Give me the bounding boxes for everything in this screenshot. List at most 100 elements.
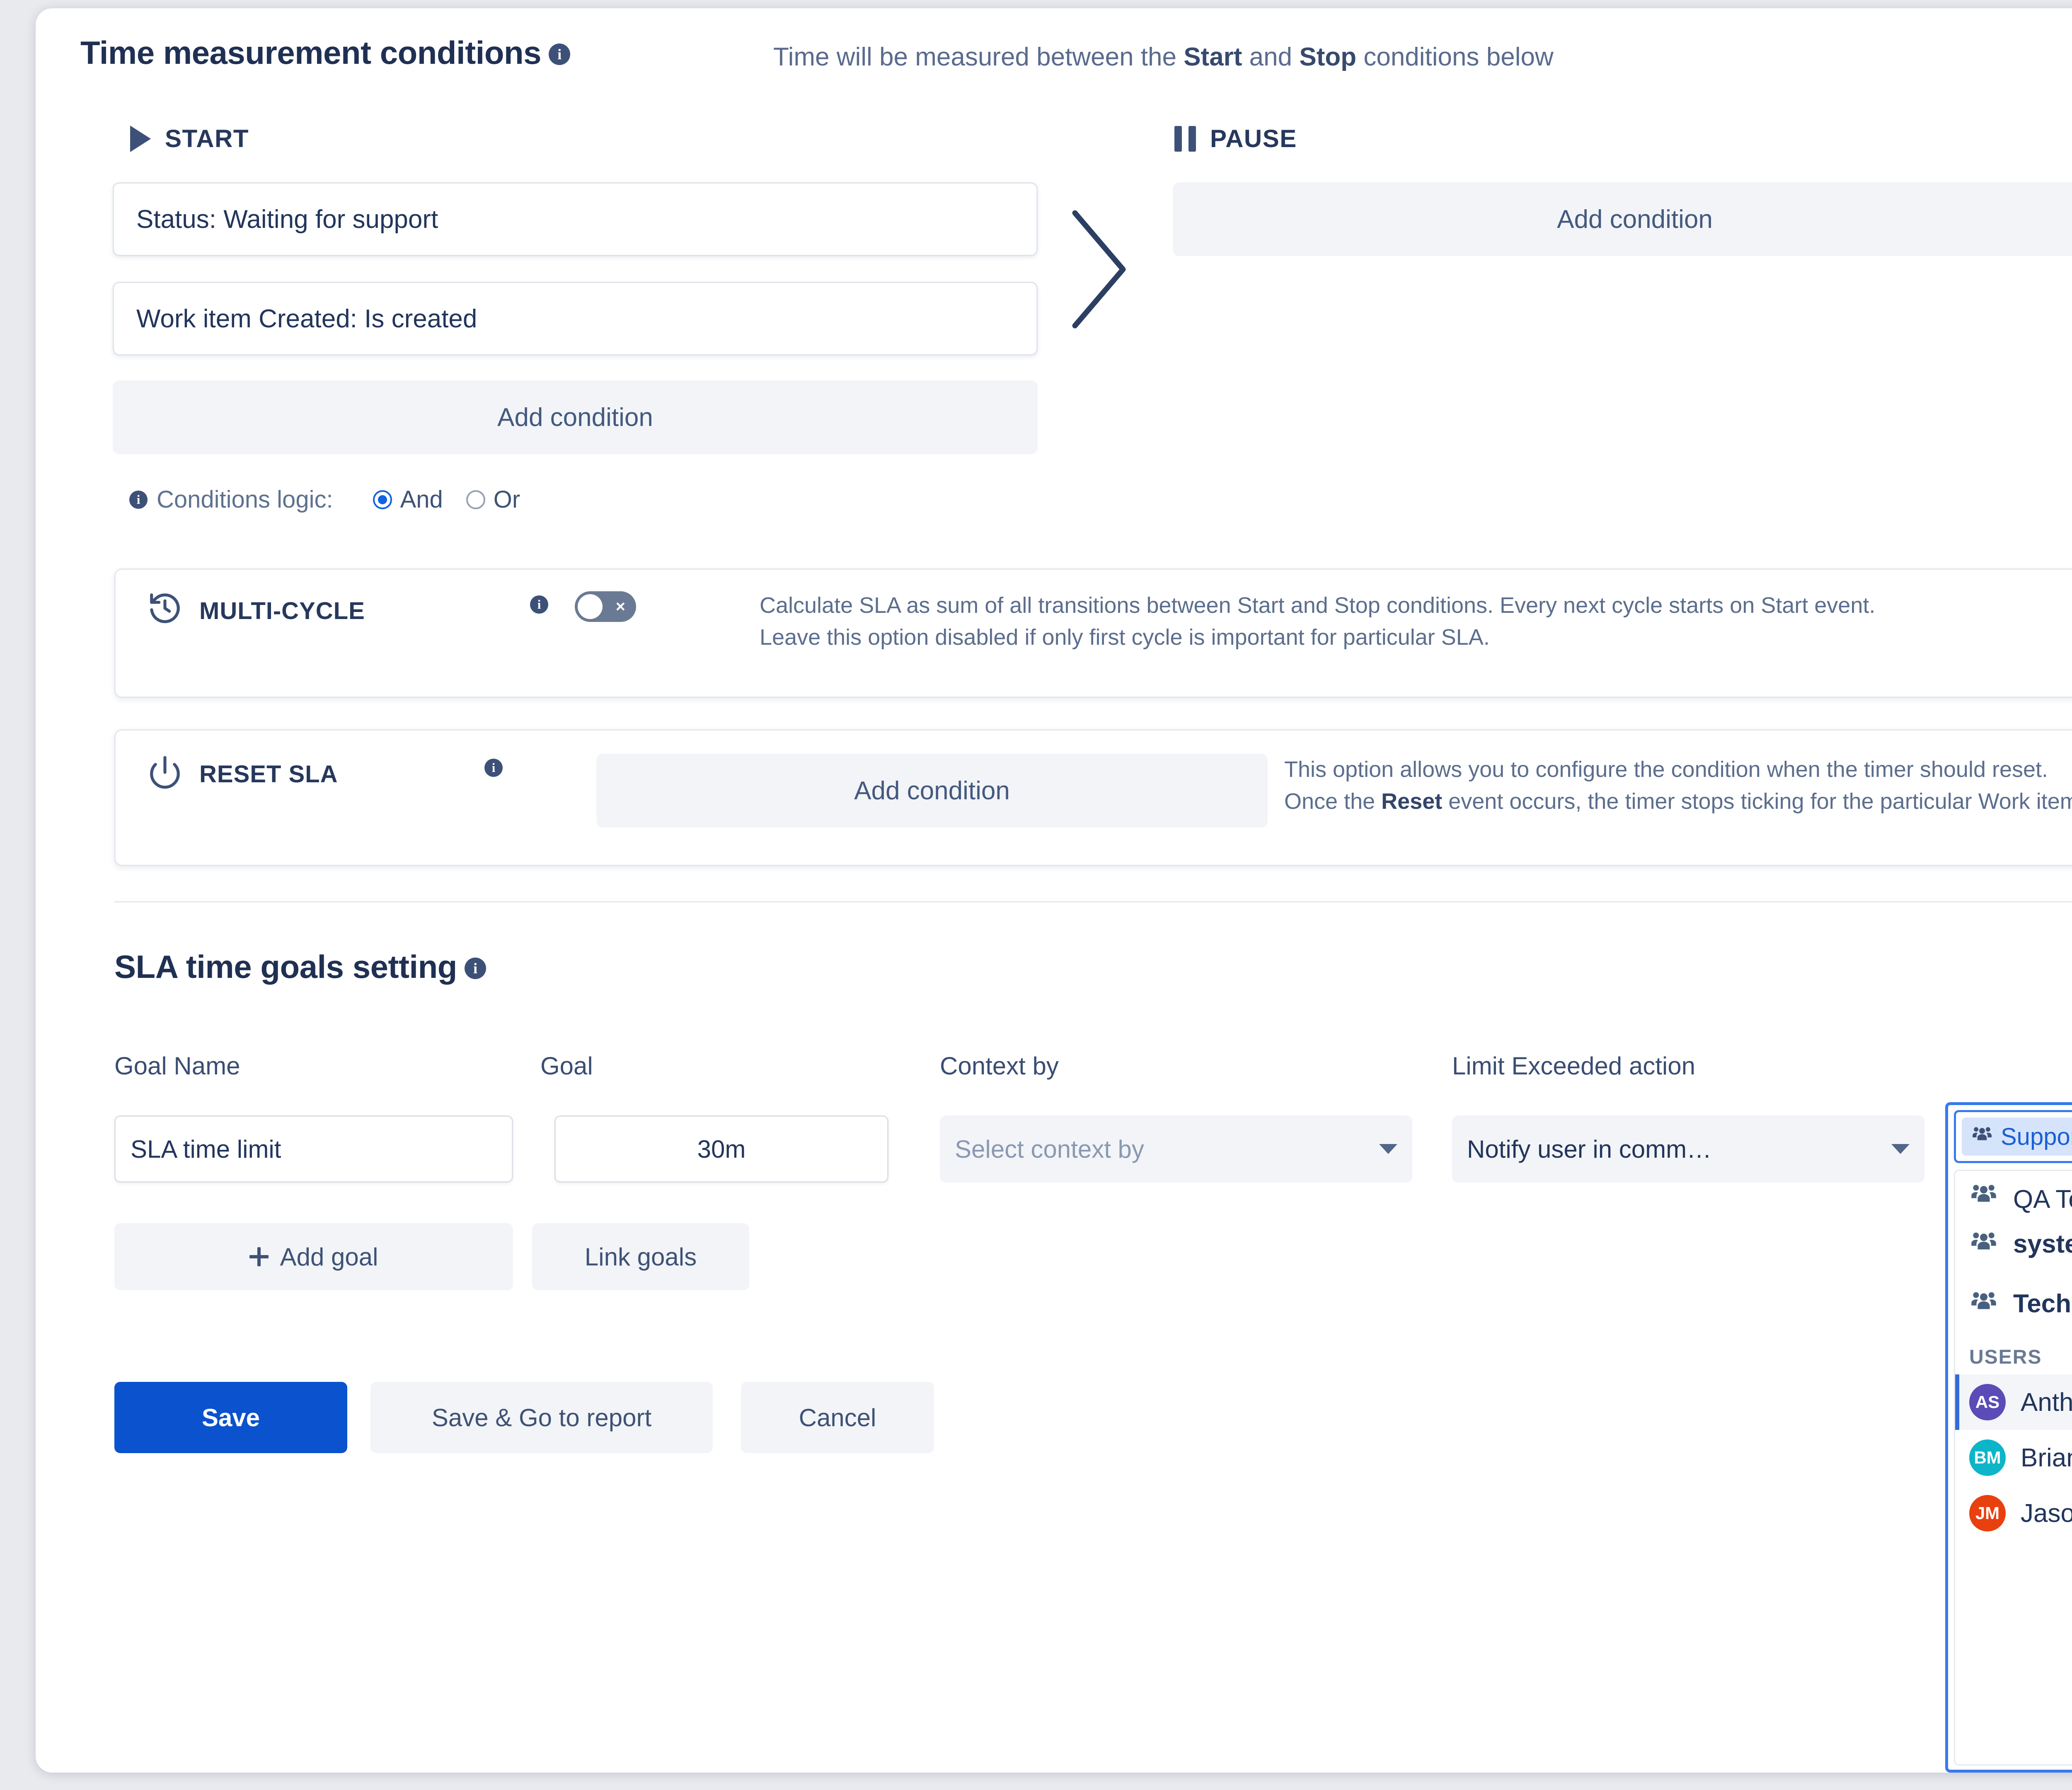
toggle-knob	[578, 594, 603, 619]
reset-sla-description: This option allows you to configure the …	[1284, 754, 2072, 817]
subtitle-start: Start	[1184, 43, 1242, 71]
page-title: Time measurement conditions i	[80, 34, 571, 72]
history-icon	[147, 590, 183, 628]
context-by-select[interactable]: Select context by	[940, 1115, 1412, 1183]
option-user-anthony-scott[interactable]: AS Anthony Scott	[1955, 1374, 2072, 1430]
reset-sla-add-condition-button[interactable]: Add condition	[596, 754, 1268, 827]
radio-or-input[interactable]	[466, 490, 485, 509]
limit-exceeded-action-value: Notify user in comm…	[1467, 1135, 1712, 1163]
sla-settings-card: Time measurement conditions i Time will b…	[36, 8, 2072, 1773]
option-team-system-administrators[interactable]: system-administ…	[1955, 1214, 2072, 1274]
chevron-right-icon-1	[1067, 207, 1133, 331]
radio-and-input[interactable]	[373, 490, 392, 509]
reset-sla-desc-line1: This option allows you to configure the …	[1284, 757, 2048, 782]
multi-cycle-desc-line2: Leave this option disabled if only first…	[760, 624, 1490, 650]
info-icon[interactable]: i	[464, 958, 486, 979]
multi-cycle-toggle[interactable]: ×	[575, 591, 636, 622]
selected-chip-support-team[interactable]: Support team ×	[1962, 1118, 2072, 1156]
subtitle-mid: and	[1242, 43, 1300, 71]
radio-and[interactable]: And	[373, 486, 466, 513]
radio-and-label: And	[400, 486, 443, 513]
avatar: BM	[1969, 1439, 2006, 1476]
options-group-users: USERS	[1969, 1346, 2042, 1368]
link-goals-label: Link goals	[584, 1243, 697, 1271]
goals-section-title: SLA time goals setting i	[114, 948, 486, 986]
page-title-text: Time measurement conditions	[80, 34, 542, 71]
save-button[interactable]: Save	[114, 1382, 347, 1453]
custom-field-multiselect[interactable]: Support team × × QA Team	[1945, 1102, 2072, 1773]
multi-cycle-label: MULTI-CYCLE	[199, 597, 365, 624]
option-user-anthony-scott-label: Anthony Scott	[2021, 1388, 2072, 1417]
subtitle-post: conditions below	[1356, 43, 1554, 71]
context-by-placeholder: Select context by	[955, 1135, 1144, 1163]
multi-cycle-description: Calculate SLA as sum of all transitions …	[760, 590, 2072, 653]
pause-add-condition-button[interactable]: Add condition	[1173, 182, 2072, 256]
save-go-report-label: Save & Go to report	[431, 1403, 652, 1432]
phase-start-header: START	[130, 124, 249, 153]
reset-sla-add-condition-label: Add condition	[854, 776, 1010, 805]
chevron-down-icon	[1379, 1144, 1397, 1154]
team-icon	[1971, 1122, 1993, 1151]
start-condition-1[interactable]: Status: Waiting for support	[113, 182, 1038, 256]
start-add-condition-label: Add condition	[497, 403, 653, 432]
goal-name-value: SLA time limit	[131, 1135, 281, 1163]
cancel-label: Cancel	[799, 1403, 876, 1432]
option-team-system-administrators-label: system-administ…	[2013, 1229, 2072, 1258]
info-icon[interactable]: i	[129, 490, 148, 509]
subtitle-pre: Time will be measured between the	[773, 43, 1184, 71]
reset-sla-panel: RESET SLA i Add condition This option al…	[114, 729, 2072, 866]
option-user-jason-morris[interactable]: JM Jason Morris	[1955, 1485, 2072, 1541]
limit-exceeded-action-select[interactable]: Notify user in comm…	[1452, 1115, 1924, 1183]
column-header-goal-name: Goal Name	[114, 1052, 240, 1080]
radio-or-label: Or	[493, 486, 520, 513]
goals-section-title-text: SLA time goals setting	[114, 948, 457, 985]
column-header-limit-exceeded: Limit Exceeded action	[1452, 1052, 1695, 1080]
goal-name-input[interactable]: SLA time limit	[114, 1115, 513, 1183]
phase-pause-label: PAUSE	[1210, 125, 1297, 152]
team-icon	[1969, 1179, 1998, 1214]
option-user-brian-mitchell-label: Brian Mitchell	[2021, 1443, 2072, 1472]
save-label: Save	[201, 1403, 260, 1432]
info-icon[interactable]: i	[549, 44, 571, 65]
start-condition-2-text: Work item Created: Is created	[136, 304, 477, 333]
conditions-logic-label: Conditions logic:	[157, 486, 333, 513]
chevron-down-icon	[1891, 1144, 1910, 1154]
phase-pause-header: PAUSE	[1174, 124, 1297, 153]
multiselect-options-list[interactable]: QA Team system-administ…	[1954, 1170, 2072, 1766]
multi-cycle-desc-line1: Calculate SLA as sum of all transitions …	[760, 593, 1876, 618]
multi-cycle-panel: MULTI-CYCLE i × Calculate SLA as sum of …	[114, 568, 2072, 698]
conditions-logic-row: i Conditions logic: And Or	[129, 486, 543, 513]
toggle-off-icon: ×	[615, 597, 625, 616]
play-icon	[130, 125, 151, 152]
info-icon[interactable]: i	[530, 595, 548, 614]
power-icon	[147, 755, 183, 792]
radio-or[interactable]: Or	[466, 486, 543, 513]
pause-icon	[1174, 126, 1196, 152]
page-subtitle: Time will be measured between the Start …	[773, 42, 1554, 72]
start-add-condition-button[interactable]: Add condition	[113, 380, 1038, 454]
selected-chip-label: Support team	[2001, 1123, 2072, 1150]
goal-input[interactable]: 30m	[554, 1115, 888, 1183]
cancel-button[interactable]: Cancel	[741, 1382, 934, 1453]
pause-add-condition-label: Add condition	[1557, 205, 1713, 234]
reset-sla-desc-line2: Once the Reset event occurs, the timer s…	[1284, 789, 2072, 814]
info-icon[interactable]: i	[484, 759, 503, 777]
start-condition-1-text: Status: Waiting for support	[136, 205, 438, 234]
option-team-qa-team[interactable]: QA Team	[1955, 1171, 2072, 1214]
plus-icon	[249, 1247, 269, 1266]
team-icon	[1969, 1286, 1998, 1321]
avatar: JM	[1969, 1495, 2006, 1531]
option-team-qa-team-label: QA Team	[2013, 1185, 2072, 1214]
option-user-brian-mitchell[interactable]: BM Brian Mitchell	[1955, 1430, 2072, 1485]
multiselect-control[interactable]: Support team × ×	[1954, 1110, 2072, 1163]
add-goal-label: Add goal	[280, 1243, 378, 1271]
team-icon	[1969, 1226, 1998, 1262]
link-goals-button[interactable]: Link goals	[532, 1223, 749, 1290]
subtitle-stop: Stop	[1299, 43, 1357, 71]
add-goal-button[interactable]: Add goal	[114, 1223, 513, 1290]
save-go-report-button[interactable]: Save & Go to report	[370, 1382, 713, 1453]
start-condition-2[interactable]: Work item Created: Is created	[113, 282, 1038, 356]
option-team-tech-support-team[interactable]: Tech Support Te…	[1955, 1274, 2072, 1333]
option-user-jason-morris-label: Jason Morris	[2021, 1499, 2072, 1528]
reset-sla-label: RESET SLA	[199, 761, 338, 788]
